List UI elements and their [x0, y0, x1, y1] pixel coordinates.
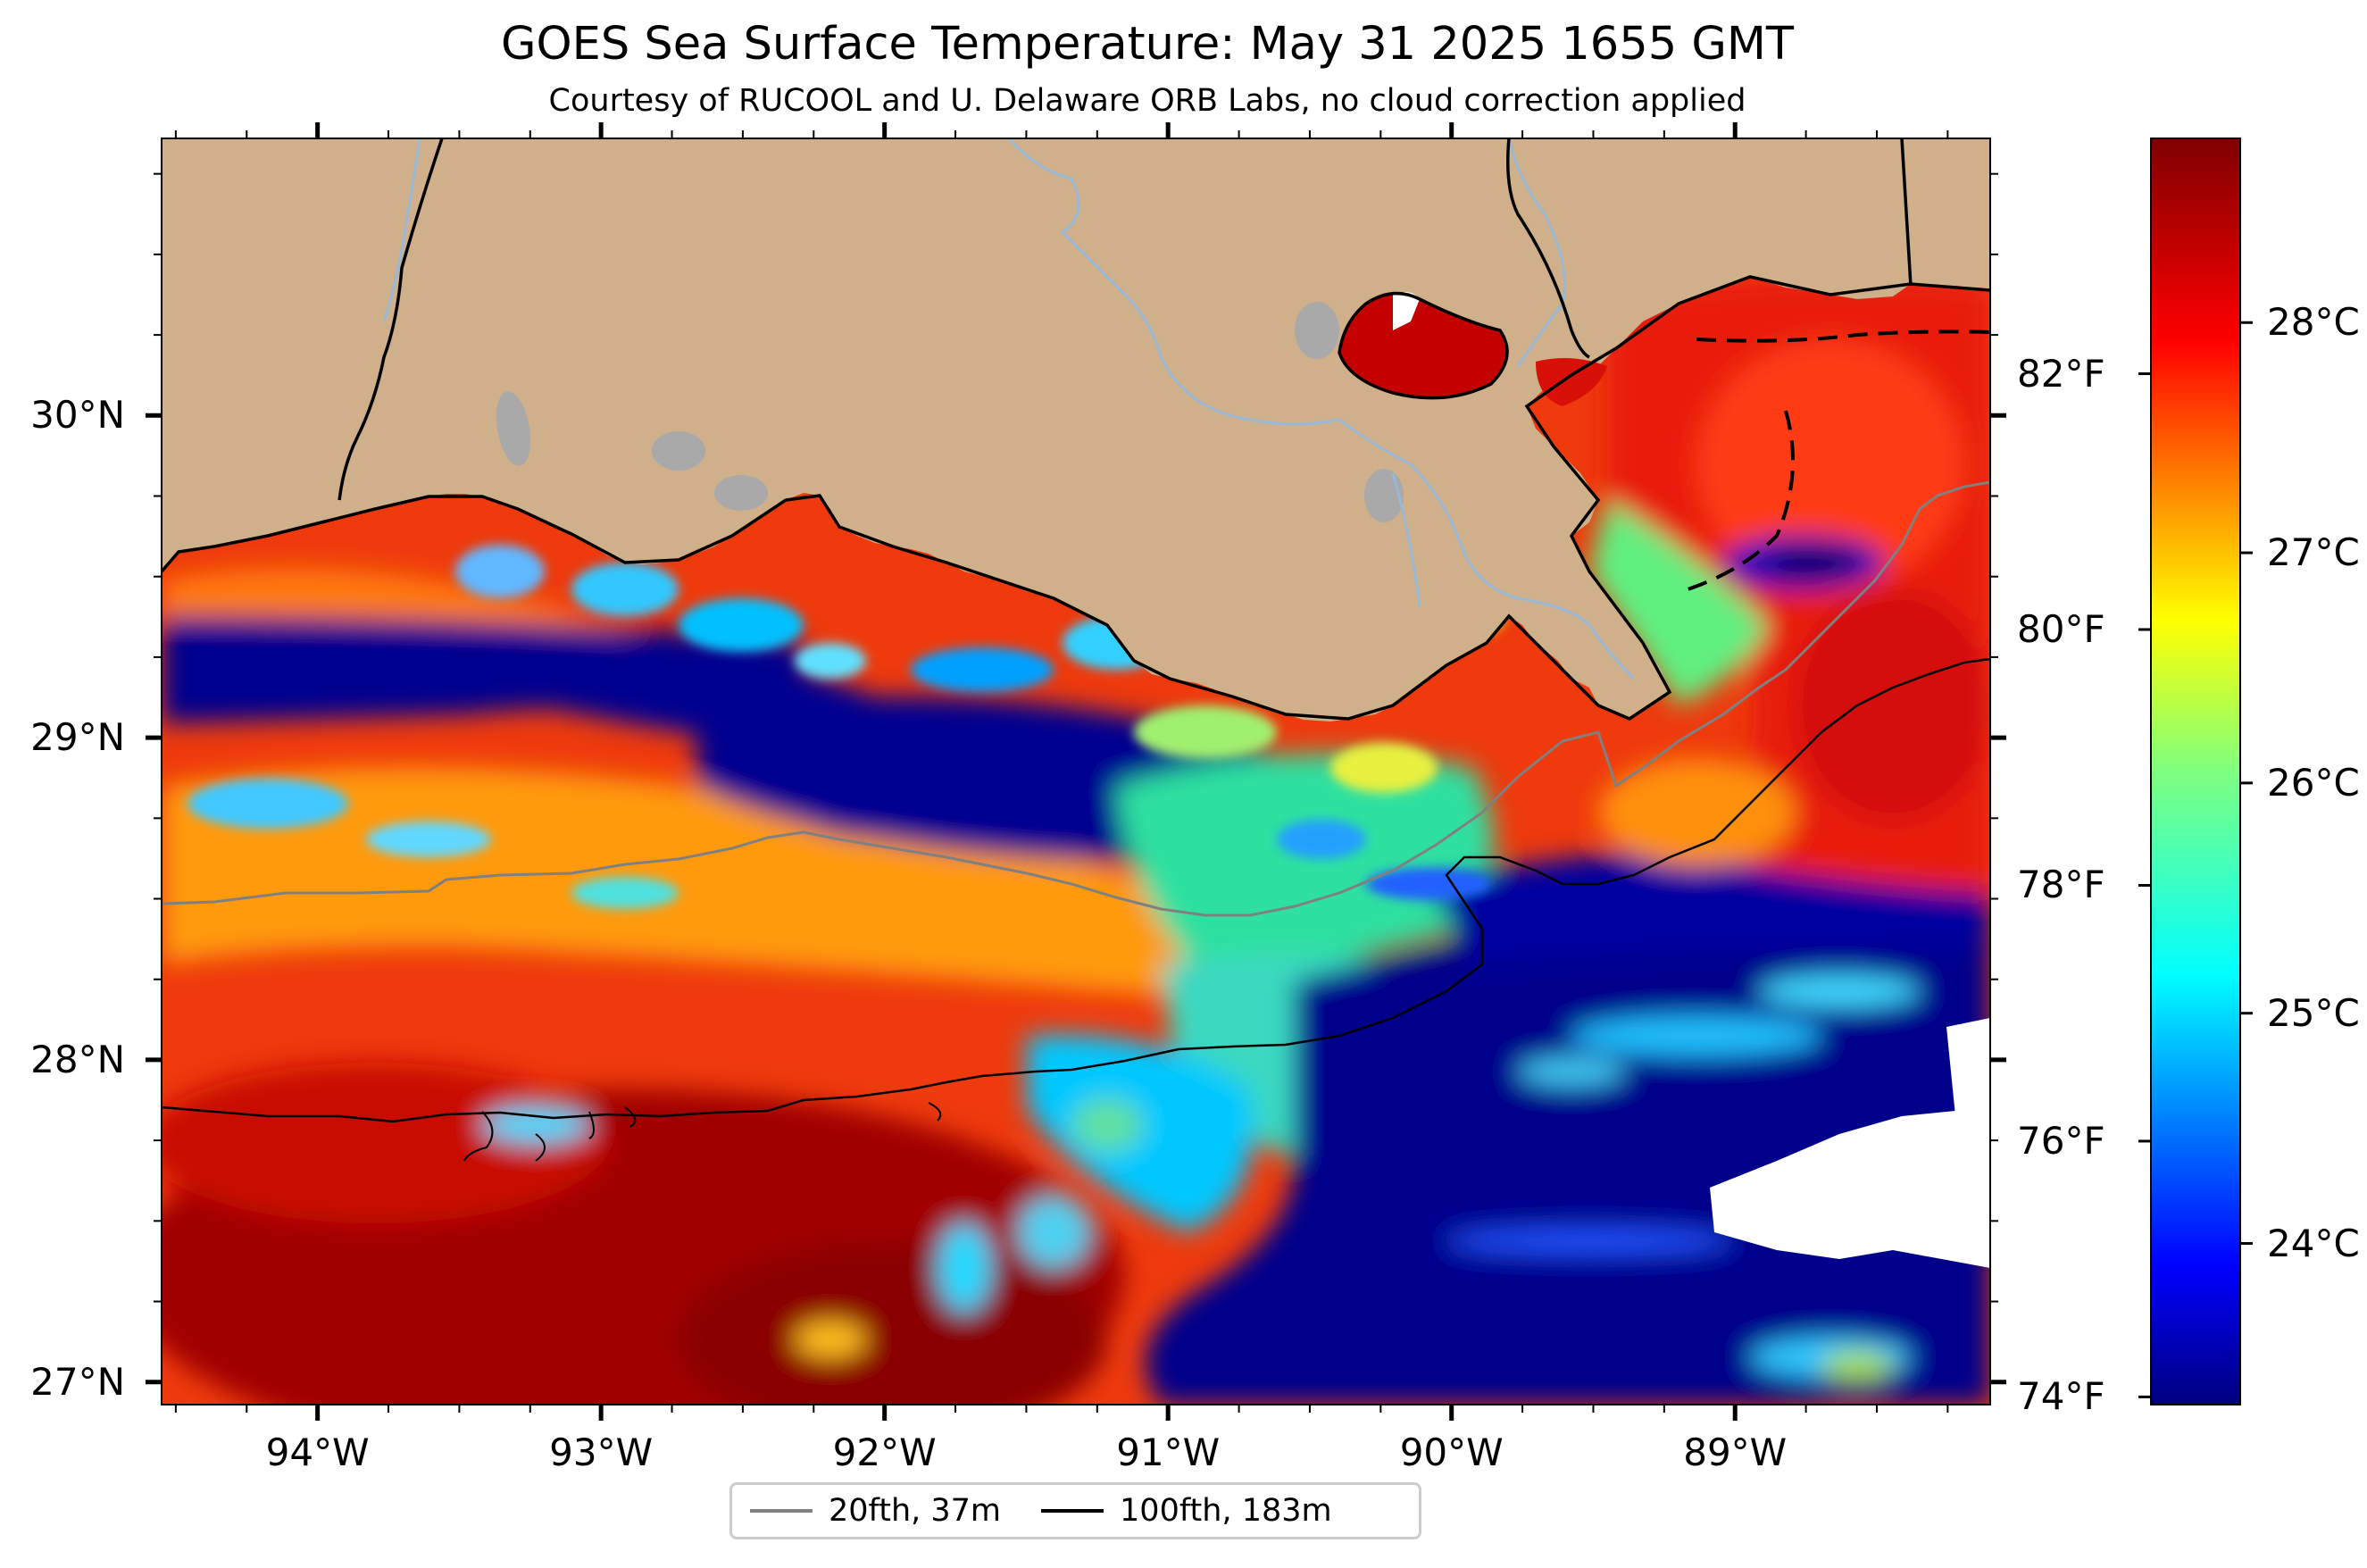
lon-tick-label: 91°W — [1116, 1430, 1221, 1474]
contour-100fth — [162, 657, 1990, 1123]
legend-swatch-100fth — [1041, 1509, 1104, 1513]
louisiana-land — [162, 138, 1990, 721]
fahrenheit-tick-label: 80°F — [2017, 607, 2105, 651]
celsius-tick-label: 24°C — [2267, 1221, 2360, 1265]
lake-charles — [496, 391, 531, 466]
lon-tick-label: 90°W — [1399, 1430, 1504, 1474]
grand-lake — [652, 431, 705, 471]
lake-maurepas — [1295, 302, 1339, 359]
lat-tick-label: 30°N — [30, 393, 125, 438]
lat-tick-label: 28°N — [30, 1037, 125, 1081]
white-lake — [714, 475, 768, 511]
contour-legend: 20fth, 37m 100fth, 183m — [729, 1482, 1421, 1539]
celsius-tick-label: 28°C — [2267, 300, 2360, 345]
fahrenheit-tick-label: 82°F — [2017, 351, 2105, 396]
lat-tick-label: 27°N — [30, 1359, 125, 1404]
legend-swatch-20fth — [750, 1509, 813, 1513]
colorbar-ticks — [2138, 321, 2253, 1398]
coastline — [162, 275, 1990, 721]
lon-tick-label: 93°W — [549, 1430, 654, 1474]
lon-tick-label: 89°W — [1683, 1430, 1788, 1474]
fahrenheit-tick-label: 76°F — [2017, 1118, 2105, 1163]
lat-tick-label: 29°N — [30, 715, 125, 760]
contour-20fth — [162, 480, 1990, 917]
colorbar — [2150, 138, 2241, 1405]
map-frame — [161, 138, 1991, 1405]
legend-item-100fth: 100fth, 183m — [1041, 1493, 1332, 1529]
map-title: GOES Sea Surface Temperature: May 31 202… — [500, 18, 1795, 71]
bathymetry-contours — [162, 480, 1990, 1162]
celsius-tick-label: 27°C — [2267, 530, 2360, 575]
fahrenheit-tick-label: 74°F — [2017, 1374, 2105, 1419]
land — [162, 138, 1990, 721]
celsius-tick-label: 25°C — [2267, 990, 2360, 1035]
lake-verret — [1364, 469, 1404, 522]
rivers — [382, 138, 1636, 680]
no-data-patches — [1710, 1018, 1990, 1268]
fahrenheit-tick-label: 78°F — [2017, 863, 2105, 907]
celsius-tick-label: 26°C — [2267, 760, 2360, 805]
map-subtitle: Courtesy of RUCOOL and U. Delaware ORB L… — [548, 83, 1746, 119]
legend-label-100fth: 100fth, 183m — [1120, 1493, 1332, 1529]
lon-tick-label: 94°W — [265, 1430, 370, 1474]
lon-tick-label: 92°W — [832, 1430, 937, 1474]
legend-item-20fth: 20fth, 37m — [750, 1493, 1001, 1529]
axis-ticks — [146, 122, 2006, 1421]
legend-label-20fth: 20fth, 37m — [829, 1493, 1002, 1529]
